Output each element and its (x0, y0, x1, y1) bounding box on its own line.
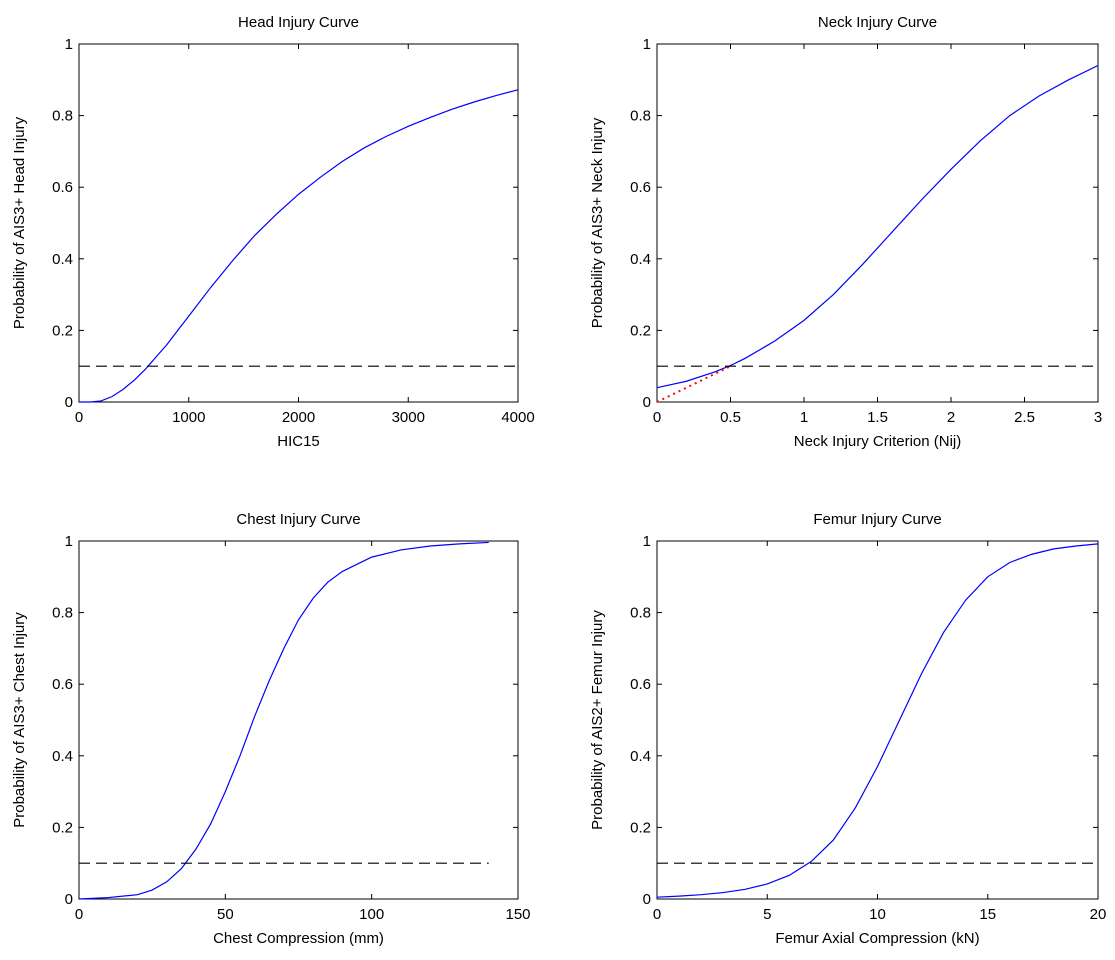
chest-x-tick-label: 150 (505, 906, 530, 923)
chest-x-tick-label: 0 (75, 906, 83, 923)
neck-extrapolation-line (656, 365, 731, 403)
neck-y-tick-label: 0 (643, 394, 651, 411)
chest-x-axis-label: Chest Compression (mm) (213, 930, 384, 947)
femur-x-tick-label: 0 (653, 906, 661, 923)
femur-y-tick-label: 0.8 (630, 605, 651, 622)
femur-y-tick-label: 0.6 (630, 676, 651, 693)
chest-x-tick-label: 100 (359, 906, 384, 923)
chest-axes-frame (78, 540, 519, 900)
head-x-tick-label: 2000 (282, 409, 315, 426)
head-x-tick-label: 0 (75, 409, 83, 426)
head-y-axis-label: Probability of AIS3+ Head Injury (11, 116, 28, 329)
head-x-tick-label: 3000 (392, 409, 425, 426)
chest-y-tick-label: 0.8 (52, 605, 73, 622)
neck-probability-curve (656, 64, 1099, 389)
chest-chart-title: Chest Injury Curve (236, 511, 360, 528)
femur-x-tick-label: 20 (1090, 906, 1107, 923)
neck-x-tick-label: 1.5 (867, 409, 888, 426)
femur-x-tick-label: 10 (869, 906, 886, 923)
chest-y-tick-label: 1 (65, 533, 73, 550)
femur-x-axis-label: Femur Axial Compression (kN) (775, 930, 979, 947)
neck-x-axis-label: Neck Injury Criterion (Nij) (794, 433, 962, 450)
neck-y-tick-label: 0.8 (630, 108, 651, 125)
neck-y-axis-label: Probability of AIS3+ Neck Injury (589, 117, 606, 328)
head-y-tick-label: 0.6 (52, 179, 73, 196)
neck-x-tick-label: 3 (1094, 409, 1102, 426)
femur-y-tick-label: 0.2 (630, 819, 651, 836)
neck-y-tick-label: 1 (643, 36, 651, 53)
head-y-tick-label: 0.4 (52, 251, 73, 268)
neck-chart-title: Neck Injury Curve (818, 14, 937, 31)
femur-x-tick-label: 15 (979, 906, 996, 923)
neck-x-tick-label: 0 (653, 409, 661, 426)
head-axes-frame (78, 43, 519, 403)
head-y-tick-label: 0 (65, 394, 73, 411)
head-chart-title: Head Injury Curve (238, 14, 359, 31)
femur-y-tick-label: 1 (643, 533, 651, 550)
femur-injury-panel: Femur Injury Curve 0 5 10 15 20 0 0.2 0.4 0.6 0.8 1… (589, 511, 1106, 947)
chest-probability-curve (78, 541, 489, 900)
neck-x-tick-label: 1 (800, 409, 808, 426)
femur-y-axis-label: Probability of AIS2+ Femur Injury (589, 610, 606, 830)
neck-axes-frame (656, 43, 1099, 403)
femur-chart-title: Femur Injury Curve (813, 511, 941, 528)
head-y-tick-label: 1 (65, 36, 73, 53)
neck-x-tick-label: 2.5 (1014, 409, 1035, 426)
head-injury-panel: Head Injury Curve 0 1000 2000 3000 4000 0 0.2 0.… (11, 14, 535, 450)
neck-x-tick-label: 0.5 (720, 409, 741, 426)
head-y-tick-label: 0.8 (52, 108, 73, 125)
femur-probability-curve (656, 543, 1099, 898)
chest-y-tick-label: 0.4 (52, 748, 73, 765)
chest-injury-panel: Chest Injury Curve 0 50 100 150 0 0.2 0.4 0.6 0.8… (11, 511, 531, 947)
head-probability-curve (79, 89, 519, 403)
chest-y-tick-label: 0.6 (52, 676, 73, 693)
chest-x-tick-label: 50 (217, 906, 234, 923)
head-y-tick-label: 0.2 (52, 322, 73, 339)
head-x-axis-label: HIC15 (277, 433, 320, 450)
neck-injury-panel: Neck Injury Curve 0 0.5 1 1.5 2 2.5 3 0 0.2 0.4 0.6… (589, 14, 1102, 450)
neck-x-tick-label: 2 (947, 409, 955, 426)
neck-y-tick-label: 0.2 (630, 322, 651, 339)
femur-y-tick-label: 0 (643, 891, 651, 908)
chest-y-tick-label: 0.2 (52, 819, 73, 836)
head-x-tick-label: 1000 (172, 409, 205, 426)
femur-axes-frame (656, 540, 1099, 900)
neck-y-tick-label: 0.4 (630, 251, 651, 268)
neck-y-tick-label: 0.6 (630, 179, 651, 196)
head-x-tick-label: 4000 (501, 409, 534, 426)
chest-y-tick-label: 0 (65, 891, 73, 908)
femur-y-tick-label: 0.4 (630, 748, 651, 765)
chest-y-axis-label: Probability of AIS3+ Chest Injury (11, 612, 28, 828)
femur-x-tick-label: 5 (763, 906, 771, 923)
